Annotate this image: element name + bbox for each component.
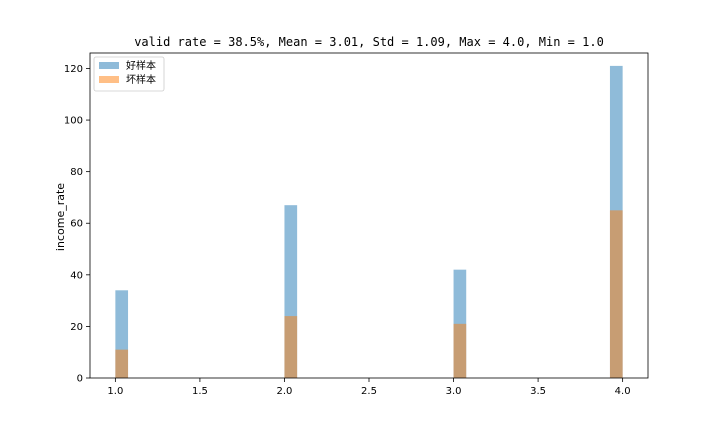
y-tick-label: 60 (70, 219, 83, 230)
y-tick-label: 0 (77, 374, 83, 385)
x-tick-label: 1.5 (192, 386, 208, 397)
y-axis: 0 20 40 60 80 100 120 (64, 64, 90, 385)
x-tick-label: 2.5 (361, 386, 377, 397)
y-tick-label: 80 (70, 167, 83, 178)
y-tick-label: 100 (64, 116, 83, 127)
x-axis: 1.0 1.5 2.0 2.5 3.0 3.5 4.0 (107, 378, 631, 397)
histogram-bar (609, 210, 623, 378)
legend-label: 好样本 (126, 59, 156, 72)
histogram-bar (284, 316, 298, 378)
chart-title: valid rate = 38.5%, Mean = 3.01, Std = 1… (134, 35, 604, 49)
x-tick-label: 2.0 (277, 386, 293, 397)
x-tick-label: 3.5 (530, 386, 546, 397)
y-tick-label: 20 (70, 322, 83, 333)
y-axis-label: income_rate (54, 183, 67, 251)
legend-swatch (99, 62, 119, 69)
legend-swatch (99, 76, 119, 83)
y-tick-label: 40 (70, 270, 83, 281)
bars-layer (115, 65, 623, 379)
y-tick-label: 120 (64, 64, 83, 75)
x-tick-label: 3.0 (446, 386, 462, 397)
histogram-bar (453, 323, 467, 378)
x-tick-label: 4.0 (615, 386, 631, 397)
x-tick-label: 1.0 (107, 386, 123, 397)
legend-label: 坏样本 (126, 73, 156, 86)
histogram-bar (115, 349, 129, 378)
